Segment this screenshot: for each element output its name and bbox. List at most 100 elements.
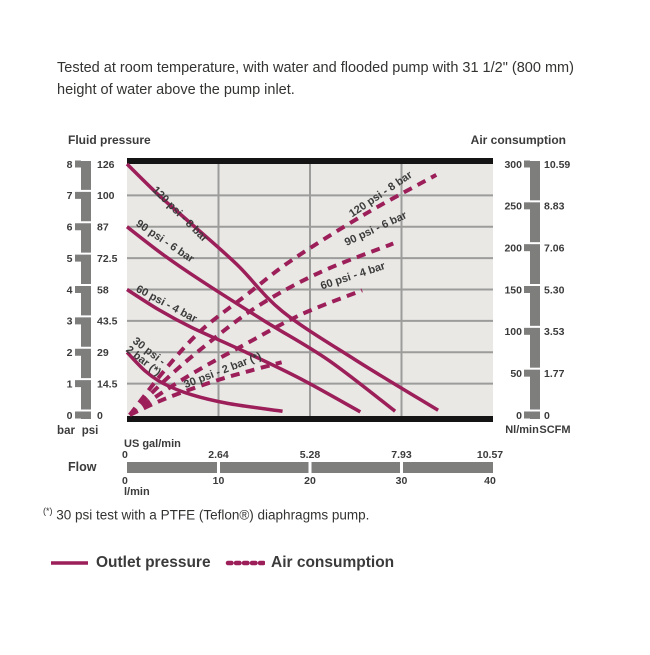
usgal-tick-label: 2.64: [208, 449, 229, 461]
scfm-tick-label: 10.59: [544, 159, 570, 171]
bar-tick-label: 2: [67, 347, 73, 359]
ruler-tick-nub: [524, 160, 530, 168]
scfm-tick-label: 5.30: [544, 284, 565, 296]
outlet-pressure-curve-3: [125, 351, 283, 413]
nlmin-tick-label: 100: [504, 326, 522, 338]
legend-air-consumption-label: Air consumption: [271, 554, 395, 571]
outlet-pressure-curve-0: [125, 162, 440, 412]
lmin-tick-label: 40: [484, 475, 496, 487]
ruler-gap: [75, 409, 91, 412]
outlet-pressure-curve-2: [126, 288, 362, 414]
psi-tick-label: 58: [97, 284, 109, 296]
scfm-tick-label: 0: [544, 410, 550, 422]
bar-tick-label: 0: [67, 410, 73, 422]
lmin-tick-label: 0: [122, 475, 128, 487]
ruler-gap: [75, 252, 91, 255]
scfm-tick-label: 3.53: [544, 326, 565, 338]
dashed-line-swatch: [225, 560, 265, 566]
ruler-gap: [75, 221, 91, 224]
ruler-gap: [524, 200, 540, 203]
ruler-tick-nub: [524, 411, 530, 419]
nlmin-tick-label: 300: [504, 159, 522, 171]
legend-item-outlet-pressure: Outlet pressure: [50, 554, 225, 572]
ruler-tick-nub: [75, 317, 81, 325]
legend-outlet-pressure-label: Outlet pressure: [96, 554, 211, 571]
bottom-ruler: 0 2.64 5.28 7.93 10.57 0 10 20 30 40 US gal/min l/m…: [68, 438, 503, 498]
bar-tick-label: 1: [67, 378, 73, 390]
ruler-gap: [524, 158, 540, 161]
ruler-gap: [524, 325, 540, 328]
scfm-tick-label: 8.83: [544, 201, 565, 213]
ruler-tick-nub: [75, 160, 81, 168]
ruler-gap: [75, 346, 91, 349]
nlmin-tick-label: 150: [504, 284, 522, 296]
usgal-tick-label: 10.57: [477, 449, 503, 461]
ruler-gap: [75, 284, 91, 286]
bottom-axis-title: Flow: [68, 460, 97, 474]
air-consumption-curve-3: [128, 360, 283, 417]
ruler-tick-nub: [524, 327, 530, 335]
usgal-tick-label: 7.93: [391, 449, 412, 461]
psi-tick-label: 87: [97, 222, 109, 234]
usgal-unit-label: US gal/min: [124, 438, 181, 450]
scfm-unit-label: SCFM: [539, 424, 570, 436]
air-consumption-curve-0: [128, 173, 438, 417]
top-frame-bar: [127, 158, 493, 164]
legend-item-air-consumption: Air consumption: [225, 554, 394, 572]
bar-tick-label: 4: [67, 284, 73, 296]
ruler-bar: [530, 161, 540, 419]
footnote-marker: (*): [43, 506, 53, 516]
lmin-tick-label: 20: [304, 475, 316, 487]
ruler-gap: [75, 315, 91, 318]
psi-tick-label: 14.5: [97, 378, 118, 390]
ruler-tick-nub: [75, 286, 81, 293]
bottom-frame-bar: [127, 416, 493, 422]
air-consumption-curves: [128, 173, 438, 417]
psi-tick-label: 100: [97, 190, 115, 202]
lmin-unit-label: l/min: [124, 486, 150, 498]
ruler-tick-nub: [75, 411, 81, 419]
ruler-gap: [524, 242, 540, 245]
ruler-gap: [75, 189, 91, 192]
bar-tick-label: 8: [67, 159, 73, 171]
bar-tick-label: 5: [67, 253, 73, 265]
ruler-gap: [524, 367, 540, 370]
solid-line-swatch: [51, 561, 88, 565]
scfm-tick-label: 7.06: [544, 242, 565, 254]
ruler-tick-nub: [524, 202, 530, 210]
right-axis-title: Air consumption: [471, 133, 566, 147]
ruler-tick-nub: [75, 348, 81, 356]
ruler-gap: [524, 284, 540, 286]
legend: Outlet pressure Air consumption: [50, 554, 394, 572]
ruler-tick-nub: [524, 244, 530, 252]
ruler-bar: [81, 161, 91, 419]
ruler-tick-nub: [524, 286, 530, 293]
left-axis-title: Fluid pressure: [68, 133, 151, 147]
nlmin-tick-label: 0: [516, 410, 522, 422]
footnote: (*) 30 psi test with a PTFE (Teflon®) di…: [43, 506, 369, 523]
nlmin-tick-label: 250: [504, 201, 522, 213]
psi-unit-label: psi: [82, 425, 99, 437]
lmin-tick-label: 30: [396, 475, 408, 487]
outlet-pressure-curves: [125, 162, 440, 414]
scfm-tick-label: 1.77: [544, 368, 565, 380]
psi-tick-label: 29: [97, 347, 109, 359]
psi-tick-label: 0: [97, 410, 103, 422]
left-ruler: 8765432101261008772.55843.52914.50Fluid …: [57, 133, 151, 437]
ruler-gap: [524, 409, 540, 412]
frame-bars: [127, 158, 493, 422]
right-ruler: 300 250 200 150 100 50 0 10.59 8.83 7.06 5.30 3.53 1…: [471, 133, 571, 436]
bar-tick-label: 7: [67, 190, 73, 202]
bar-tick-label: 6: [67, 222, 73, 234]
nlmin-tick-label: 50: [510, 368, 522, 380]
psi-tick-label: 126: [97, 159, 115, 171]
air-consumption-curve-2: [128, 288, 363, 417]
nlmin-tick-label: 200: [504, 242, 522, 254]
ruler-tick-nub: [75, 380, 81, 388]
ruler-tick-nub: [75, 223, 81, 231]
ruler-tick-nub: [75, 254, 81, 262]
ruler-gap: [308, 462, 312, 473]
usgal-tick-label: 0: [122, 449, 128, 461]
